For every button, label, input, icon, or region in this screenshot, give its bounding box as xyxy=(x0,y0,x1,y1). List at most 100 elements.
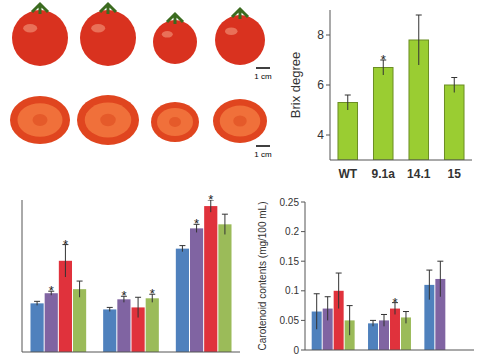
error-line xyxy=(224,214,225,234)
significance-mark: * xyxy=(392,295,397,310)
tomato-slice xyxy=(10,96,70,144)
error-cap xyxy=(403,311,409,312)
bar xyxy=(444,85,464,160)
tomato-core xyxy=(169,117,181,127)
error-cap xyxy=(135,297,141,298)
significance-mark: * xyxy=(150,286,155,301)
error-bar xyxy=(416,15,422,65)
tomato xyxy=(12,10,68,66)
error-bar xyxy=(135,297,141,317)
error-line xyxy=(338,273,339,309)
y-axis-label: Carotenoid contents (mg/100 mL) xyxy=(257,202,268,351)
error-bar xyxy=(34,301,40,305)
error-bar xyxy=(437,261,443,297)
plot-area xyxy=(312,261,446,350)
bar xyxy=(146,298,159,352)
bar xyxy=(103,309,116,352)
y-tick-label: 6 xyxy=(317,78,324,92)
tomato-locule xyxy=(220,106,261,137)
error-cap xyxy=(77,281,83,282)
significance-mark: * xyxy=(381,52,386,67)
tomato-locule xyxy=(85,103,132,138)
tomato xyxy=(215,15,265,65)
y-tick xyxy=(301,231,305,232)
photo-background xyxy=(0,0,275,160)
tomato-highlight xyxy=(225,28,238,36)
error-line xyxy=(384,314,385,326)
bar xyxy=(373,68,393,161)
x-tick-label: 9.1a xyxy=(372,167,396,181)
error-line xyxy=(79,281,80,297)
error-line xyxy=(37,301,38,305)
y-tick-label: 0.15 xyxy=(280,256,300,267)
y-tick-label: 0.05 xyxy=(280,315,300,326)
bar-chart: 468WT9.1a14.115Brix degree* xyxy=(288,10,472,181)
error-line xyxy=(373,320,374,326)
error-line xyxy=(327,297,328,321)
tomato-highlight xyxy=(162,31,173,38)
y-tick-label: 4 xyxy=(317,128,324,142)
error-cap xyxy=(222,214,228,215)
scale-label: 1 cm xyxy=(254,72,272,81)
error-bar xyxy=(314,294,320,330)
bar xyxy=(45,293,58,352)
error-cap xyxy=(451,77,457,78)
bar xyxy=(218,224,231,352)
error-line xyxy=(440,261,441,297)
bar xyxy=(368,323,378,350)
y-tick-label: 0.1 xyxy=(285,285,299,296)
tomato-highlight xyxy=(23,24,37,32)
x-tick-label: WT xyxy=(338,167,357,181)
tomato-calyx xyxy=(100,4,116,14)
error-cap xyxy=(345,95,351,96)
error-bar xyxy=(403,312,409,324)
y-tick-label: 0 xyxy=(293,345,299,356)
scale-bar xyxy=(256,67,270,69)
error-bar xyxy=(426,270,432,300)
significance-mark: * xyxy=(194,216,199,231)
x-axis xyxy=(305,350,474,351)
photo-panel: 1 cm 1 cm xyxy=(0,0,275,160)
plot-area xyxy=(338,15,464,160)
error-cap xyxy=(325,296,331,297)
y-tick xyxy=(301,290,305,291)
error-bar xyxy=(381,314,387,326)
tomato xyxy=(80,10,136,66)
x-tick-label: 15 xyxy=(448,167,462,181)
y-tick-label: 8 xyxy=(317,28,324,42)
plot-area xyxy=(30,200,231,352)
significance-mark: * xyxy=(208,192,213,207)
bar xyxy=(176,249,189,352)
scale-label: 1 cm xyxy=(254,150,272,159)
error-bar xyxy=(107,307,113,311)
tomato-core xyxy=(100,114,116,127)
y-tick-label: 0.2 xyxy=(285,226,299,237)
y-axis xyxy=(22,200,23,352)
error-line xyxy=(109,307,110,311)
significance-mark: * xyxy=(49,283,54,298)
error-line xyxy=(347,95,348,110)
error-line xyxy=(429,270,430,300)
bar xyxy=(338,103,358,161)
error-cap xyxy=(381,314,387,315)
x-tick-label: 14.1 xyxy=(407,167,431,181)
bar xyxy=(117,299,130,352)
tomato-slice xyxy=(213,99,267,143)
error-bar xyxy=(222,214,228,234)
error-bar xyxy=(336,273,342,309)
error-cap xyxy=(179,245,185,246)
tomato-highlight xyxy=(91,24,105,32)
tomato-slice xyxy=(77,95,139,145)
error-line xyxy=(418,15,419,65)
significance-mark: * xyxy=(63,237,68,252)
tomato xyxy=(153,20,197,64)
tomato-locule xyxy=(18,103,63,137)
y-tick xyxy=(326,35,330,36)
error-bar xyxy=(179,246,185,252)
error-line xyxy=(138,297,139,317)
y-tick xyxy=(301,320,305,321)
error-cap xyxy=(437,261,443,262)
x-axis xyxy=(22,352,240,353)
error-cap xyxy=(416,15,422,16)
bar xyxy=(390,309,400,350)
